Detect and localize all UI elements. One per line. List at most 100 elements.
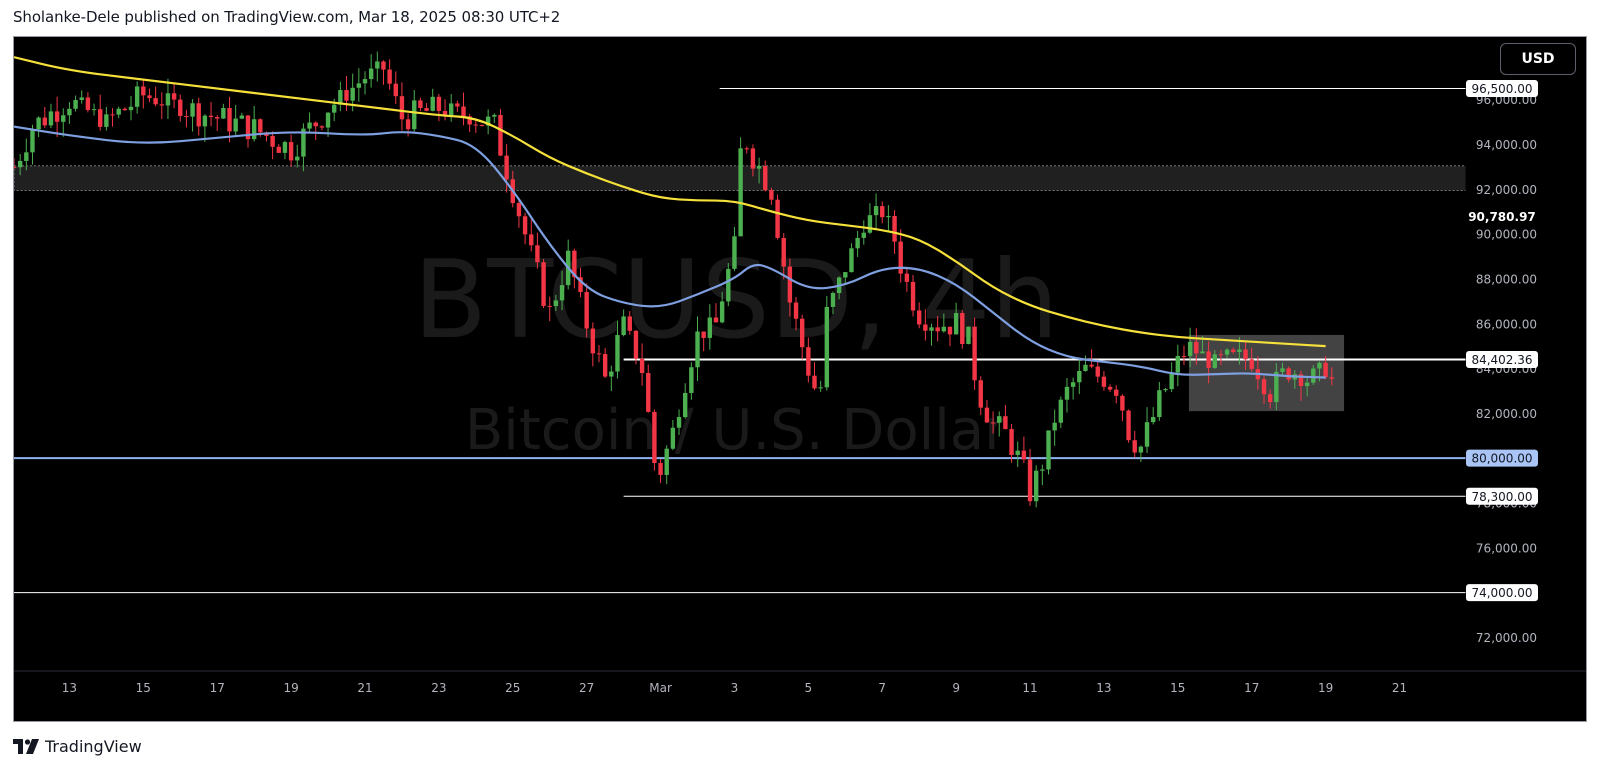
time-tick-label: 25: [505, 681, 520, 695]
candle-body: [430, 96, 435, 111]
price-tick-label: 90,000.00: [1476, 228, 1537, 242]
time-tick-label: Mar: [649, 681, 672, 695]
candle-body: [14, 166, 17, 168]
candle-body: [190, 103, 195, 117]
candle-body: [652, 411, 657, 463]
candle-body: [208, 115, 214, 118]
candle-body: [1298, 374, 1304, 387]
candle-body: [541, 262, 546, 306]
candle-body: [1114, 389, 1119, 396]
ma-fast[interactable]: [14, 125, 1326, 379]
time-tick-label: 19: [1318, 681, 1333, 695]
candle-body: [1311, 368, 1316, 383]
candle-body: [793, 302, 799, 319]
candle-body: [830, 293, 836, 307]
candle-body: [923, 324, 928, 331]
candle-body: [1083, 364, 1088, 371]
consolidation-box[interactable]: [1188, 334, 1345, 412]
candle-body: [738, 148, 743, 237]
candle-body: [1150, 417, 1156, 423]
candle-body: [122, 108, 128, 111]
candle-body: [689, 367, 694, 393]
candle-body: [732, 236, 737, 269]
candle-body: [1157, 390, 1162, 418]
candle-body: [91, 109, 97, 111]
candle-body: [1181, 356, 1187, 358]
price-chart[interactable]: BTCUSD, 4h Bitcoin / U.S. Dollar 72,000.…: [14, 37, 1587, 722]
candle-body: [141, 86, 146, 96]
candle-body: [461, 106, 466, 117]
candle-body: [953, 313, 959, 335]
publisher-line: Sholanke-Dele published on TradingView.c…: [13, 8, 561, 26]
time-tick-label: 11: [1022, 681, 1037, 695]
candle-body: [387, 69, 392, 84]
candle-body: [1070, 382, 1076, 387]
candle-body: [707, 317, 713, 338]
candle-body: [806, 347, 811, 376]
candle-body: [1027, 459, 1033, 502]
candle-body: [880, 206, 885, 218]
candle-body: [775, 199, 780, 238]
candle-body: [79, 97, 84, 100]
candle-body: [393, 83, 398, 97]
candle-body: [442, 110, 448, 116]
candle-body: [30, 129, 35, 153]
candle-body: [202, 115, 208, 127]
watermark-description: Bitcoin / U.S. Dollar: [465, 398, 1008, 463]
time-tick-label: 17: [1244, 681, 1259, 695]
candle-body: [504, 155, 509, 180]
candle-body: [455, 103, 460, 107]
price-tick-label: 86,000.00: [1476, 317, 1537, 331]
candle-body: [658, 462, 663, 475]
candle-body: [812, 375, 817, 389]
candle-body: [572, 250, 577, 278]
candle-body: [966, 326, 971, 345]
candle-body: [239, 115, 245, 119]
price-label-bg: [1466, 351, 1538, 369]
candle-body: [276, 146, 281, 153]
candle-body: [535, 245, 540, 263]
candle-body: [412, 100, 417, 130]
candle-body: [270, 135, 275, 147]
candle-body: [221, 107, 226, 119]
candle-body: [584, 292, 589, 329]
candle-body: [227, 107, 232, 132]
candle-body: [763, 165, 768, 191]
candle-body: [178, 99, 183, 117]
candle-body: [492, 114, 497, 117]
candle-body: [726, 268, 731, 302]
candle-body: [639, 358, 645, 374]
candle-body: [98, 109, 103, 127]
ma-slow[interactable]: [14, 56, 1326, 348]
candle-body: [1120, 395, 1125, 411]
candle-body: [116, 108, 121, 115]
price-label: 78,300.00: [1471, 490, 1532, 504]
time-tick-label: 15: [1170, 681, 1185, 695]
candle-body: [1249, 359, 1254, 370]
candle-body: [997, 416, 1002, 423]
candle-body: [36, 117, 41, 130]
candle-body: [873, 206, 879, 216]
candle-body: [701, 331, 706, 338]
candle-body: [104, 114, 109, 127]
candle-body: [368, 68, 374, 80]
candle-body: [627, 316, 632, 331]
candle-body: [646, 373, 651, 412]
candle-body: [972, 326, 977, 381]
candle-body: [529, 234, 534, 246]
candle-body: [479, 124, 485, 126]
chart-panel[interactable]: BTCUSD, 4h Bitcoin / U.S. Dollar 72,000.…: [13, 36, 1587, 722]
price-tick-label: 82,000.00: [1476, 407, 1537, 421]
candle-body: [1243, 349, 1248, 360]
candle-body: [1261, 379, 1267, 395]
candle-body: [1095, 366, 1100, 377]
footer-brand[interactable]: TradingView: [45, 736, 142, 756]
candle-body: [1231, 349, 1236, 352]
candle-body: [1046, 430, 1051, 470]
candle-body: [904, 273, 910, 282]
price-tick-label: 76,000.00: [1476, 541, 1537, 555]
candle-body: [695, 331, 700, 368]
currency-button[interactable]: USD: [1500, 43, 1576, 75]
footer: TradingView: [13, 732, 142, 760]
candle-body: [960, 313, 965, 345]
